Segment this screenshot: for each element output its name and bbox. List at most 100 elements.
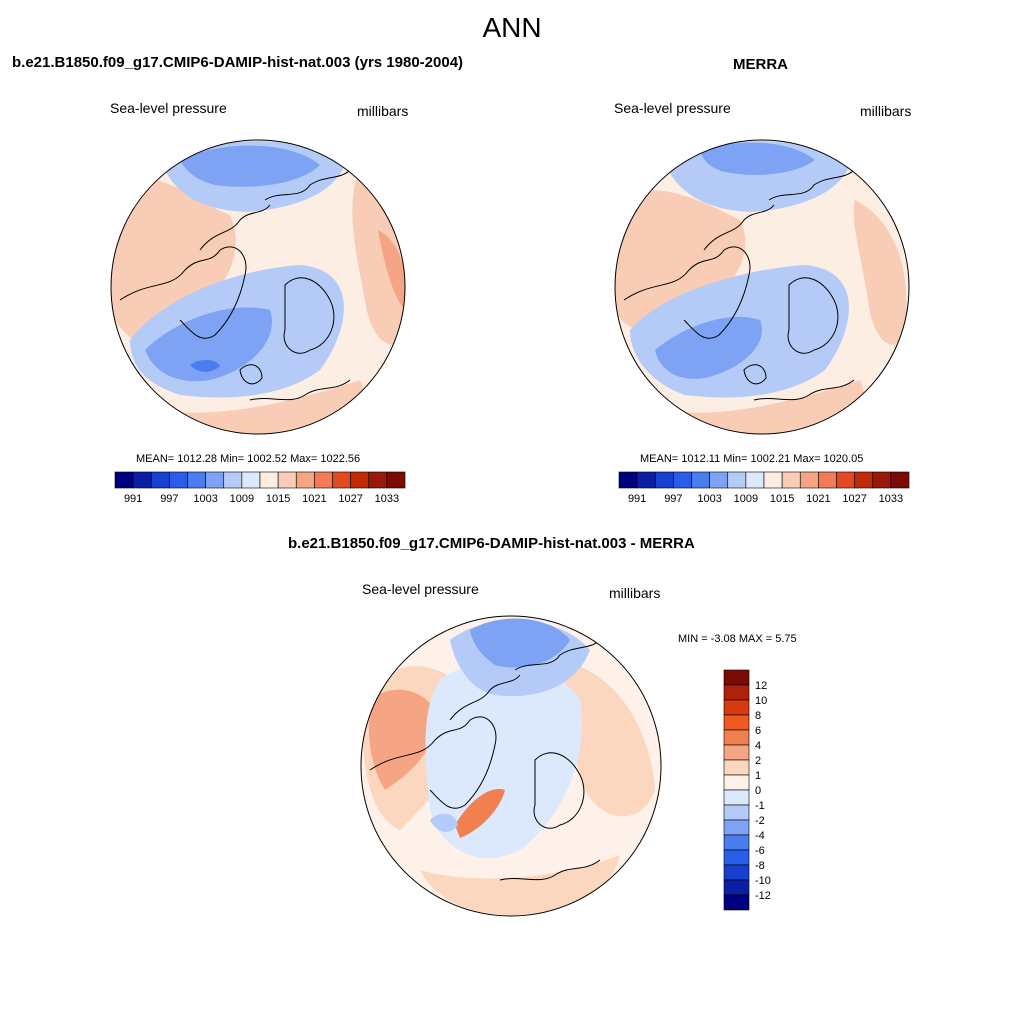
diff-positive-greenland (455, 789, 505, 838)
obs-panel-title: MERRA (733, 56, 788, 73)
model-pressure-high-core (378, 230, 405, 310)
model-colorbar-box (187, 471, 206, 489)
model-colorbar-tick-label: 997 (160, 493, 178, 505)
obs-stats: MEAN= 1012.11 Min= 1002.21 Max= 1020.05 (640, 453, 864, 465)
model-colorbar-box (314, 471, 333, 489)
model-coastlines (119, 169, 351, 401)
model-pressure-low-north-core (180, 145, 320, 187)
diff-colorbar-tick-label: -1 (755, 800, 765, 812)
diff-colorbar-tick-label: -4 (755, 830, 765, 842)
diff-colorbar-tick-label: -12 (755, 890, 771, 902)
obs-colorbar-box (890, 471, 910, 489)
diff-colorbar-box (723, 789, 750, 806)
model-colorbar-box (132, 471, 152, 489)
diff-colorbar-box (723, 714, 750, 731)
obs-colorbar-box (727, 471, 747, 489)
obs-colorbar-box (818, 471, 837, 489)
obs-pressure-low-north-core (700, 142, 815, 175)
model-pressure-low-atlantic-mid (145, 307, 272, 382)
diff-colorbar-tick-label: 6 (755, 725, 761, 737)
diff-colorbar-tick-label: -8 (755, 860, 765, 872)
diff-positive-south (420, 855, 620, 915)
obs-colorbar: 991 997 1003 1009 1015 1021 1027 1033 (618, 471, 910, 505)
obs-colorbar-box (763, 471, 783, 489)
diff-colorbar-tick-label: 8 (755, 710, 761, 722)
obs-colorbar-box (709, 471, 729, 489)
model-colorbar-box (259, 471, 279, 489)
diff-coastlines (369, 639, 601, 881)
model-colorbar-box (205, 471, 225, 489)
obs-colorbar-tick-label: 1009 (734, 493, 758, 505)
diff-colorbar-tick-label: 4 (755, 740, 761, 752)
diff-negative-arctic (425, 661, 582, 858)
diff-colorbar-tick-label: -10 (755, 875, 771, 887)
model-colorbar-tick-label: 1033 (375, 493, 399, 505)
diff-map-border (360, 615, 662, 917)
model-colorbar-tick-label: 1015 (266, 493, 290, 505)
diff-positive-east (559, 660, 655, 817)
diff-colorbar-box (723, 684, 750, 701)
obs-colorbar-box (673, 471, 692, 489)
model-colorbar-box (241, 471, 261, 489)
model-colorbar: 991 997 1003 1009 1015 1021 1027 1033 (114, 471, 406, 505)
obs-colorbar-tick-label: 991 (628, 493, 646, 505)
model-colorbar-box (277, 471, 297, 489)
diff-colorbar-box (723, 804, 750, 821)
obs-pressure-high-east (853, 200, 907, 345)
model-colorbar-box (223, 471, 243, 489)
diff-positive-west-core (368, 689, 440, 790)
obs-colorbar-box (636, 471, 656, 489)
model-pressure-low-atlantic-core (190, 359, 220, 372)
model-pressure-high-east (352, 170, 405, 345)
diff-colorbar-box (723, 819, 750, 836)
diff-variable-label: Sea-level pressure (362, 581, 479, 597)
obs-colorbar-box (854, 471, 874, 489)
model-variable-label: Sea-level pressure (110, 100, 227, 116)
model-panel-title: b.e21.B1850.f09_g17.CMIP6-DAMIP-hist-nat… (12, 54, 464, 71)
model-colorbar-tick-label: 1027 (338, 493, 362, 505)
diff-panel-title: b.e21.B1850.f09_g17.CMIP6-DAMIP-hist-nat… (288, 535, 695, 552)
diff-colorbar-box (723, 729, 750, 746)
diff-colorbar-box (723, 879, 750, 896)
model-colorbar-box (368, 471, 388, 489)
model-colorbar-tick-label: 991 (124, 493, 142, 505)
obs-colorbar-tick-label: 1003 (697, 493, 721, 505)
model-colorbar-tick-label: 1009 (230, 493, 254, 505)
obs-colorbar-tick-label: 1021 (806, 493, 830, 505)
diff-colorbar-tick-label: 2 (755, 755, 761, 767)
obs-colorbar-box (654, 471, 674, 489)
diff-colorbar-box (723, 894, 750, 911)
model-colorbar-tick-label: 1003 (193, 493, 217, 505)
obs-colorbar-box (691, 471, 710, 489)
obs-colorbar-tick-label: 1015 (770, 493, 794, 505)
obs-units-label: millibars (860, 103, 912, 119)
obs-colorbar-box (872, 471, 892, 489)
model-colorbar-box (350, 471, 370, 489)
diff-colorbar-tick-label: 1 (755, 770, 761, 782)
diff-units-label: millibars (609, 585, 661, 601)
model-map-border (110, 139, 406, 435)
model-stats: MEAN= 1012.28 Min= 1002.52 Max= 1022.56 (136, 453, 361, 465)
model-units-label: millibars (357, 103, 409, 119)
diff-colorbar-box (723, 864, 750, 881)
model-colorbar-tick-label: 1021 (302, 493, 326, 505)
diff-map (361, 616, 661, 916)
diff-stats: MIN = -3.08 MAX = 5.75 (678, 633, 797, 645)
model-map (111, 140, 405, 434)
obs-coastlines (623, 169, 855, 401)
obs-colorbar-box (836, 471, 855, 489)
diff-colorbar-box (723, 759, 750, 776)
diff-colorbar-tick-label: 0 (755, 785, 761, 797)
obs-colorbar-tick-label: 1033 (879, 493, 903, 505)
obs-pressure-low-atlantic-core (655, 316, 762, 379)
diff-colorbar-box (723, 744, 750, 761)
model-colorbar-box (332, 471, 351, 489)
figure-title: ANN (482, 12, 542, 43)
model-colorbar-box (386, 471, 406, 489)
obs-colorbar-box (745, 471, 765, 489)
model-colorbar-box (150, 471, 170, 489)
diff-colorbar-box (723, 834, 750, 851)
diff-negative-atlantic (430, 813, 458, 832)
